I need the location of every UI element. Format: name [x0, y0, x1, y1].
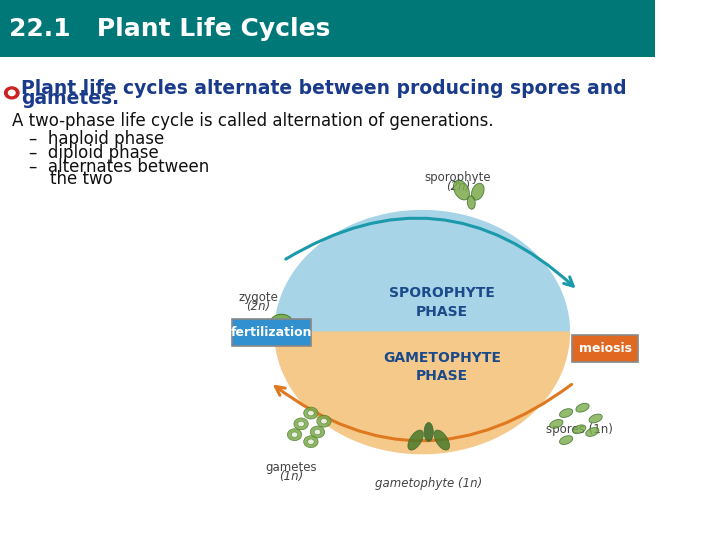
Bar: [0, 0, 654, 57]
Ellipse shape: [576, 403, 589, 412]
Circle shape: [304, 436, 318, 448]
Ellipse shape: [434, 430, 449, 450]
Text: Plant life cycles alternate between producing spores and: Plant life cycles alternate between prod…: [21, 79, 626, 98]
Text: (1n): (1n): [279, 470, 303, 483]
Text: GAMETOPHYTE
PHASE: GAMETOPHYTE PHASE: [383, 351, 501, 383]
Circle shape: [317, 415, 331, 427]
Circle shape: [314, 429, 320, 435]
Circle shape: [307, 410, 314, 416]
Circle shape: [276, 319, 287, 329]
Ellipse shape: [467, 196, 475, 209]
Text: spores (1n): spores (1n): [546, 423, 613, 436]
Text: (2n): (2n): [446, 180, 470, 193]
Text: 22.1   Plant Life Cycles: 22.1 Plant Life Cycles: [9, 17, 330, 40]
Circle shape: [9, 90, 15, 96]
Circle shape: [320, 418, 328, 424]
Text: sporophyte: sporophyte: [425, 171, 492, 184]
Ellipse shape: [472, 183, 484, 200]
Circle shape: [310, 426, 325, 438]
Polygon shape: [275, 332, 570, 454]
Ellipse shape: [408, 430, 423, 450]
Ellipse shape: [559, 409, 573, 417]
Text: the two: the two: [30, 170, 113, 188]
Text: zygote: zygote: [238, 291, 279, 303]
Circle shape: [294, 418, 308, 430]
Ellipse shape: [424, 422, 433, 442]
Ellipse shape: [585, 428, 599, 436]
FancyBboxPatch shape: [232, 319, 311, 346]
Text: gametes: gametes: [266, 461, 317, 474]
Text: A two-phase life cycle is called alternation of generations.: A two-phase life cycle is called alterna…: [12, 112, 493, 130]
Circle shape: [298, 421, 305, 427]
Text: gametes.: gametes.: [21, 89, 119, 108]
Circle shape: [304, 407, 318, 419]
Circle shape: [292, 432, 298, 437]
Text: meiosis: meiosis: [579, 342, 632, 355]
Circle shape: [4, 87, 19, 99]
Circle shape: [270, 314, 293, 334]
Circle shape: [307, 439, 314, 444]
Circle shape: [287, 429, 302, 441]
Ellipse shape: [559, 436, 573, 444]
Text: –  haploid phase: – haploid phase: [30, 130, 165, 148]
Ellipse shape: [572, 425, 586, 434]
Text: fertilization: fertilization: [231, 326, 312, 339]
Ellipse shape: [454, 180, 469, 200]
Text: SPOROPHYTE
PHASE: SPOROPHYTE PHASE: [389, 286, 495, 319]
Ellipse shape: [589, 414, 602, 423]
Text: gametophyte (1n): gametophyte (1n): [375, 477, 482, 490]
Polygon shape: [275, 211, 570, 332]
Text: –  alternates between: – alternates between: [30, 158, 210, 177]
Text: –  diploid phase: – diploid phase: [30, 144, 159, 163]
Ellipse shape: [549, 420, 563, 428]
Text: (2n): (2n): [246, 300, 271, 313]
FancyBboxPatch shape: [572, 335, 639, 362]
